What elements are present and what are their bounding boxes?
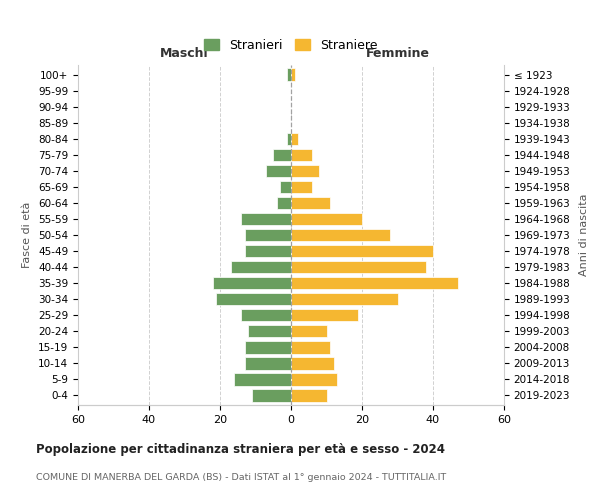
Bar [291,357,334,370]
Bar [266,164,291,177]
Text: COMUNE DI MANERBA DEL GARDA (BS) - Dati ISTAT al 1° gennaio 2024 - TUTTITALIA.IT: COMUNE DI MANERBA DEL GARDA (BS) - Dati … [36,472,446,482]
Bar [248,325,291,338]
Bar [230,261,291,274]
Bar [291,293,398,306]
Bar [291,180,313,193]
Bar [213,277,291,289]
Text: Femmine: Femmine [365,47,430,60]
Bar [241,212,291,225]
Bar [291,132,298,145]
Bar [241,309,291,322]
Bar [291,228,391,241]
Bar [291,68,295,81]
Bar [291,212,362,225]
Y-axis label: Fasce di età: Fasce di età [22,202,32,268]
Bar [245,341,291,353]
Bar [291,148,313,161]
Y-axis label: Anni di nascita: Anni di nascita [579,194,589,276]
Bar [245,245,291,258]
Bar [291,261,426,274]
Bar [291,196,330,209]
Bar [291,389,326,402]
Bar [217,293,291,306]
Bar [291,309,358,322]
Bar [280,180,291,193]
Bar [252,389,291,402]
Text: Maschi: Maschi [160,47,209,60]
Bar [277,196,291,209]
Bar [273,148,291,161]
Bar [291,245,433,258]
Bar [291,325,326,338]
Bar [291,341,330,353]
Bar [234,373,291,386]
Bar [287,132,291,145]
Text: Popolazione per cittadinanza straniera per età e sesso - 2024: Popolazione per cittadinanza straniera p… [36,442,445,456]
Bar [245,357,291,370]
Bar [245,228,291,241]
Bar [291,164,319,177]
Bar [287,68,291,81]
Bar [291,373,337,386]
Bar [291,277,458,289]
Legend: Stranieri, Straniere: Stranieri, Straniere [199,34,383,57]
